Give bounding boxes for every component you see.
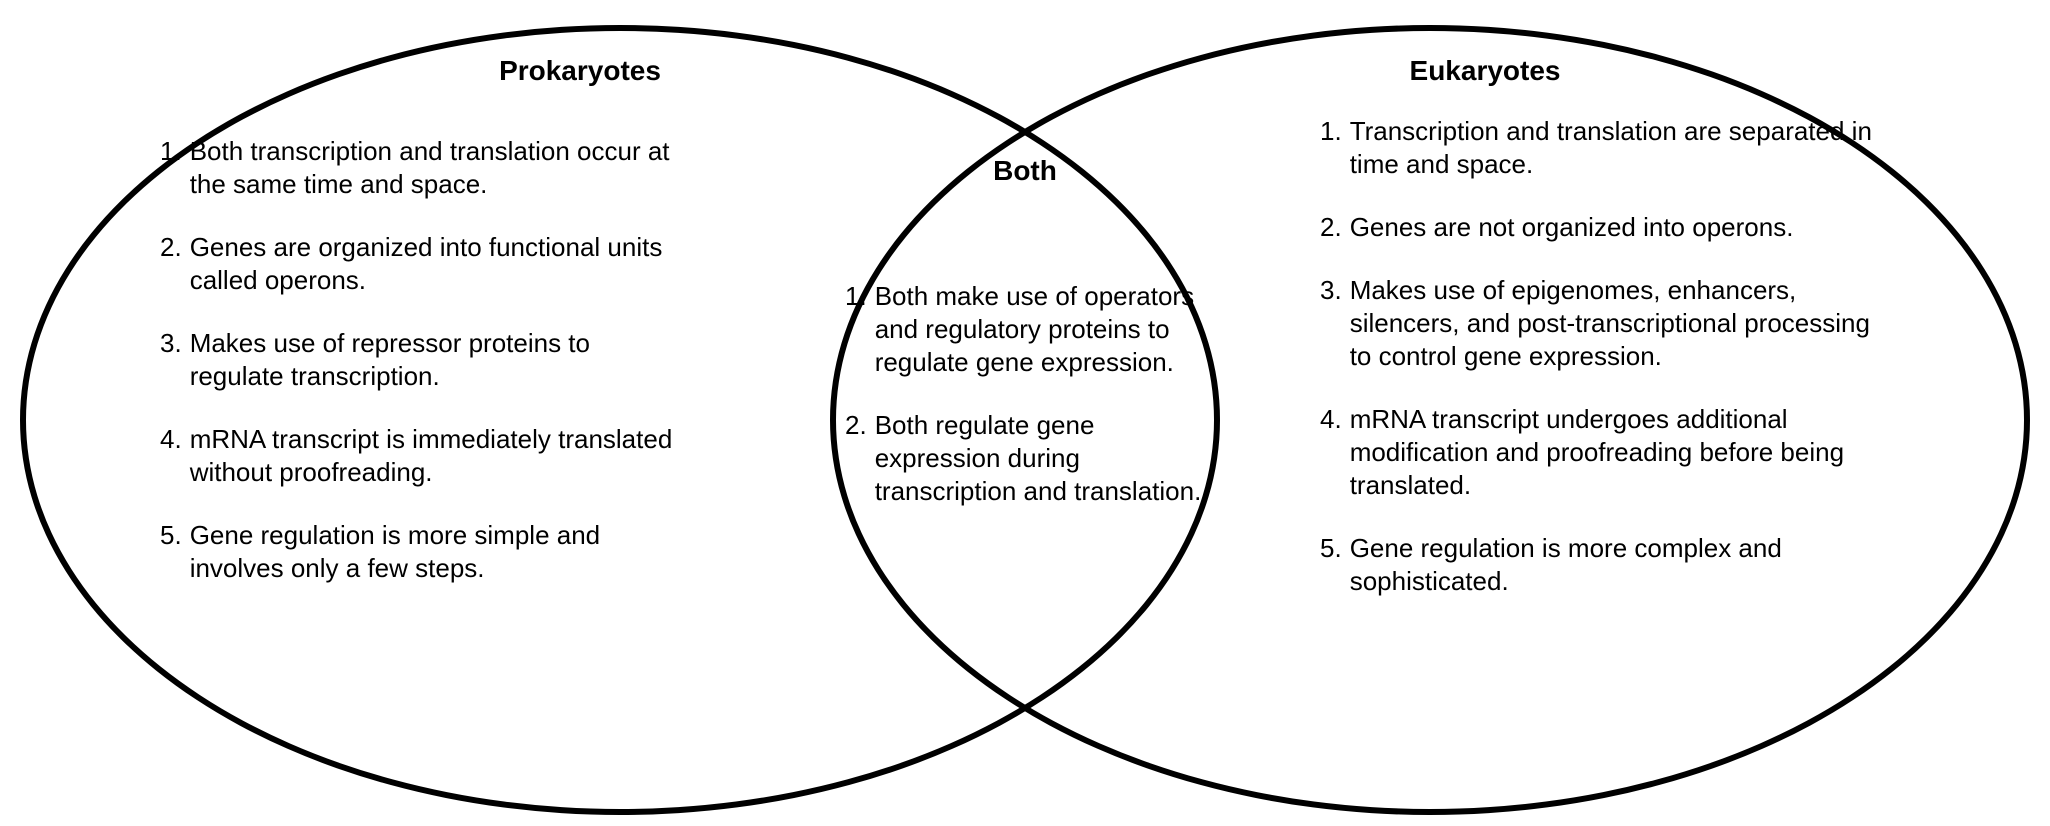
venn-item-number: 2.: [160, 231, 190, 264]
venn-item: 3.Makes use of repressor proteins to reg…: [160, 327, 690, 393]
venn-item: 1.Both make use of operators and regulat…: [845, 280, 1225, 379]
venn-item-text: Genes are organized into functional unit…: [190, 231, 690, 297]
venn-item-text: Both make use of operators and regulator…: [875, 280, 1225, 379]
venn-item: 4.mRNA transcript is immediately transla…: [160, 423, 690, 489]
venn-item-text: Makes use of epigenomes, enhancers, sile…: [1350, 274, 1880, 373]
venn-diagram: Prokaryotes Both Eukaryotes 1.Both trans…: [0, 0, 2050, 826]
venn-item: 2.Genes are organized into functional un…: [160, 231, 690, 297]
venn-item-text: Genes are not organized into operons.: [1350, 211, 1880, 244]
venn-item-text: Both transcription and translation occur…: [190, 135, 690, 201]
venn-item-text: mRNA transcript is immediately translate…: [190, 423, 690, 489]
venn-item: 3.Makes use of epigenomes, enhancers, si…: [1320, 274, 1880, 373]
venn-left-items: 1.Both transcription and translation occ…: [160, 135, 690, 585]
venn-item-number: 3.: [160, 327, 190, 360]
venn-item: 2.Genes are not organized into operons.: [1320, 211, 1880, 244]
venn-item: 5.Gene regulation is more simple and inv…: [160, 519, 690, 585]
venn-item-text: Gene regulation is more complex and soph…: [1350, 532, 1880, 598]
venn-middle-title: Both: [950, 155, 1100, 187]
venn-item-number: 1.: [845, 280, 875, 313]
venn-item-number: 4.: [160, 423, 190, 456]
venn-middle-items: 1.Both make use of operators and regulat…: [845, 280, 1225, 508]
venn-item-text: Makes use of repressor proteins to regul…: [190, 327, 690, 393]
venn-item-number: 1.: [160, 135, 190, 168]
venn-item-number: 5.: [160, 519, 190, 552]
venn-item: 5.Gene regulation is more complex and so…: [1320, 532, 1880, 598]
venn-item-text: mRNA transcript undergoes additional mod…: [1350, 403, 1880, 502]
venn-right-items: 1.Transcription and translation are sepa…: [1320, 115, 1880, 598]
venn-item-text: Gene regulation is more simple and invol…: [190, 519, 690, 585]
venn-item-number: 3.: [1320, 274, 1350, 307]
venn-item-text: Transcription and translation are separa…: [1350, 115, 1880, 181]
venn-item: 1.Both transcription and translation occ…: [160, 135, 690, 201]
venn-item: 1.Transcription and translation are sepa…: [1320, 115, 1880, 181]
venn-item-number: 1.: [1320, 115, 1350, 148]
venn-item-text: Both regulate gene expression during tra…: [875, 409, 1225, 508]
venn-item-number: 2.: [845, 409, 875, 442]
venn-right-title: Eukaryotes: [1335, 55, 1635, 87]
venn-left-title: Prokaryotes: [430, 55, 730, 87]
venn-item: 4.mRNA transcript undergoes additional m…: [1320, 403, 1880, 502]
venn-item-number: 2.: [1320, 211, 1350, 244]
venn-item-number: 4.: [1320, 403, 1350, 436]
venn-item-number: 5.: [1320, 532, 1350, 565]
venn-item: 2.Both regulate gene expression during t…: [845, 409, 1225, 508]
